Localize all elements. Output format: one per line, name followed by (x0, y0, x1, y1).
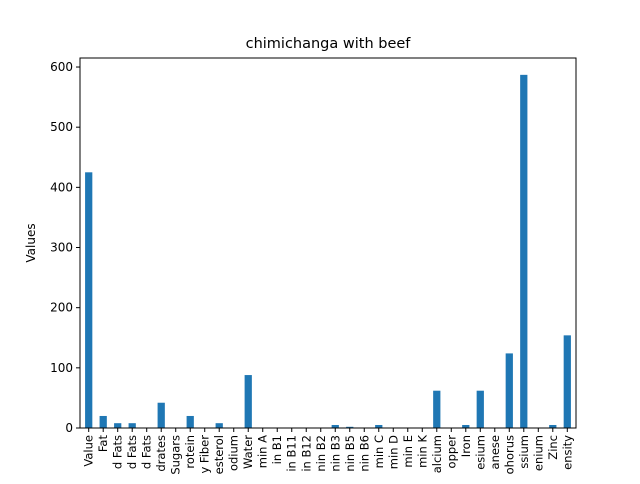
x-tick-label-13: in B1 (270, 435, 284, 464)
y-tick-label-5: 500 (50, 120, 73, 134)
bar-3 (128, 423, 136, 428)
bar-11 (244, 375, 252, 428)
bar-7 (186, 415, 194, 428)
x-tick-label-23: min K (415, 435, 429, 468)
bar-0 (85, 172, 93, 428)
bar-30 (520, 74, 528, 428)
chart-title: chimichanga with beef (246, 36, 412, 52)
x-tick-label-15: in B12 (299, 435, 313, 472)
plot-frame (79, 57, 577, 429)
x-tick-label-29: ohorus (502, 435, 516, 474)
y-tick-label-1: 100 (50, 361, 73, 375)
bar-18 (346, 426, 354, 428)
x-tick-label-7: rotein (183, 435, 197, 469)
bar-9 (215, 423, 223, 428)
x-tick-label-14: in B11 (285, 435, 299, 472)
x-tick-label-8: y Fiber (198, 435, 212, 474)
x-tick-label-6: Sugars (169, 435, 183, 475)
x-tick-label-9: esterol (212, 435, 226, 474)
bars-group (85, 74, 571, 428)
x-tick-label-12: min A (256, 435, 270, 468)
bar-24 (433, 390, 441, 428)
x-tick-label-10: odium (227, 435, 241, 471)
x-tick-label-11: Water (241, 435, 255, 469)
x-tick-label-5: drates (154, 435, 168, 472)
y-tick-label-4: 400 (50, 180, 73, 194)
x-tick-label-0: Value (82, 435, 96, 467)
x-tick-label-1: Fat (96, 435, 110, 453)
x-tick-label-26: Iron (459, 435, 473, 457)
x-tick-label-31: enium (531, 435, 545, 471)
bar-5 (157, 402, 165, 428)
x-tick-label-20: min C (372, 435, 386, 468)
x-tick-label-21: min D (386, 435, 400, 469)
x-tick-label-4: d Fats (140, 435, 154, 469)
x-tick-label-18: nin B5 (343, 435, 357, 472)
x-tick-label-2: d Fats (111, 435, 125, 469)
x-tick-label-25: opper (444, 435, 458, 469)
x-tick-label-28: anese (488, 435, 502, 469)
bar-1 (99, 415, 107, 428)
bar-26 (462, 424, 470, 428)
y-ticks-group: 0 100 200 300 400 500 600 (50, 60, 80, 435)
bar-17 (331, 424, 339, 428)
y-axis-label: Values (24, 223, 38, 262)
x-tick-label-17: nin B3 (328, 435, 342, 472)
x-tick-label-19: nin B6 (357, 435, 371, 472)
x-ticks-group: Value Fat d Fats d Fats d Fats drates Sugars ro… (82, 428, 574, 475)
x-tick-label-27: esium (473, 435, 487, 470)
bar-33 (563, 335, 571, 428)
y-tick-label-6: 600 (50, 60, 73, 74)
x-tick-label-22: min E (401, 435, 415, 468)
y-tick-label-3: 300 (50, 241, 73, 255)
x-tick-label-32: Zinc (546, 435, 560, 460)
bar-29 (505, 353, 513, 428)
x-tick-label-24: alcium (430, 435, 444, 473)
bar-2 (114, 423, 122, 428)
bar-20 (375, 424, 383, 428)
bar-27 (476, 390, 484, 428)
y-tick-label-0: 0 (65, 421, 73, 435)
y-tick-label-2: 200 (50, 301, 73, 315)
x-tick-label-30: ssium (517, 435, 531, 469)
x-tick-label-3: d Fats (125, 435, 139, 469)
bar-32 (549, 424, 557, 428)
x-tick-label-16: nin B2 (314, 435, 328, 472)
x-tick-label-33: ensity (560, 435, 574, 470)
